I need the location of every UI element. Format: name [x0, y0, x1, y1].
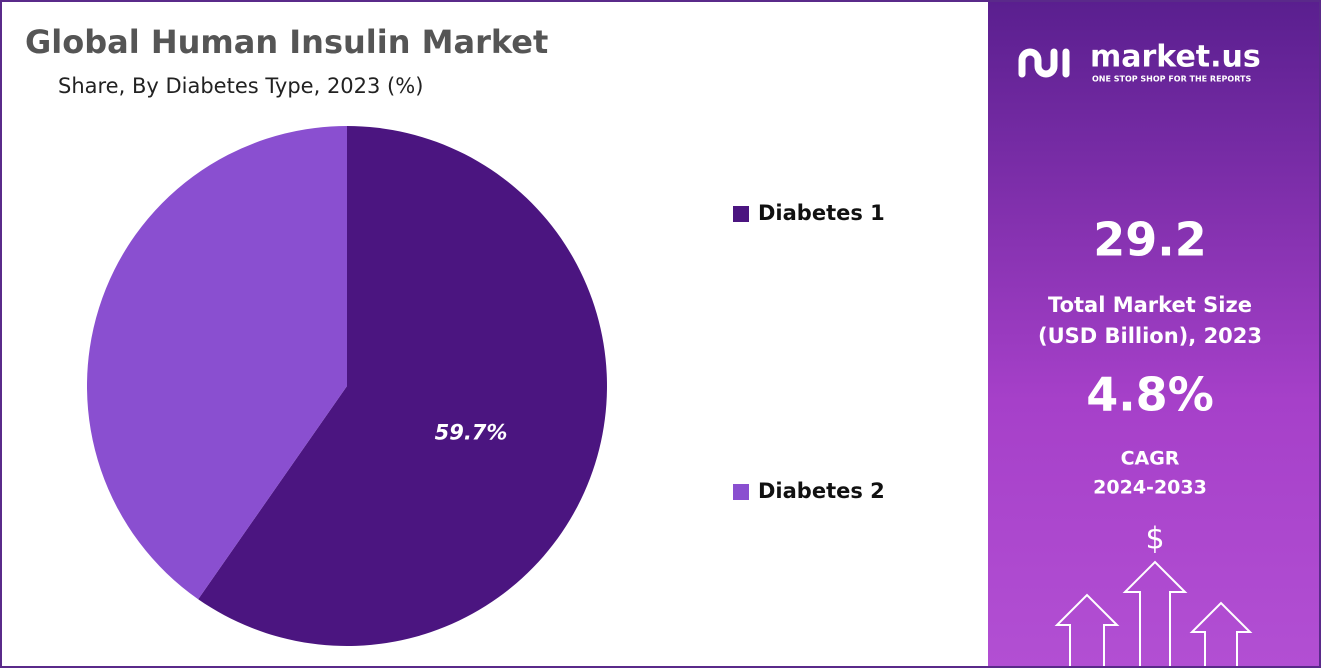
arrows: [1054, 560, 1253, 666]
tagline: ONE STOP SHOP FOR THE REPORTS: [1092, 75, 1251, 84]
logo-icon: [1018, 48, 1070, 78]
pie-slice: [86, 126, 348, 600]
side-panel: [988, 2, 1319, 666]
chart-subtitle: Share, By Diabetes Type, 2023 (%): [58, 74, 423, 98]
cagr-period: 2024-2033: [1093, 477, 1207, 499]
legend-label: Diabetes 1: [758, 201, 885, 225]
cagr: 4.8%: [1086, 368, 1214, 422]
legend-swatch: [733, 206, 749, 222]
chart-title: Global Human Insulin Market: [25, 23, 548, 61]
market-size-label: Total Market Size: [1048, 293, 1252, 317]
data-label: 59.7%: [435, 420, 508, 444]
legend: Diabetes 1 Diabetes 2: [733, 201, 885, 503]
pie: 59.7%: [86, 126, 607, 646]
market-size-label: (USD Billion), 2023: [1038, 324, 1262, 348]
brand: market.us: [1090, 40, 1261, 75]
cagr-label: CAGR: [1121, 448, 1180, 470]
market-size: 29.2: [1093, 213, 1207, 267]
legend-label: Diabetes 2: [758, 479, 885, 503]
pie-slice: [198, 126, 607, 646]
currency-icon: $: [1145, 522, 1164, 557]
legend-swatch: [733, 484, 749, 500]
